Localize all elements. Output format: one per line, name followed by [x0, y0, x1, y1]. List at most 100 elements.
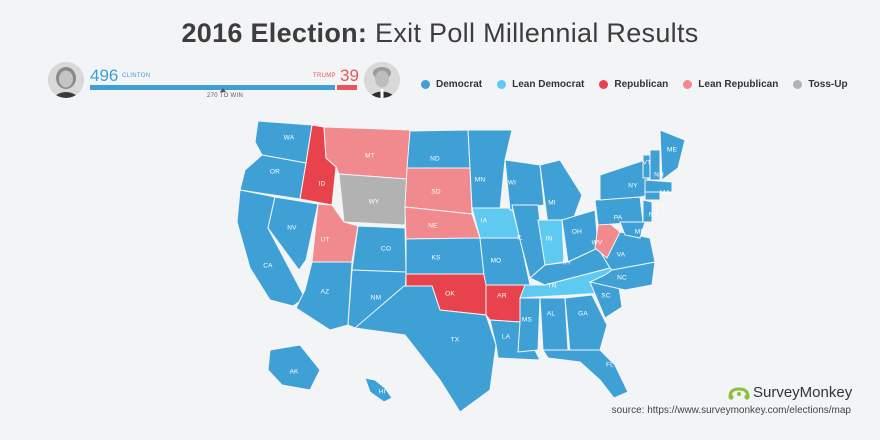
- state-label-mi: MI: [548, 200, 556, 207]
- state-ar[interactable]: [485, 284, 526, 323]
- state-label-mn: MN: [475, 177, 486, 184]
- state-ct[interactable]: [644, 191, 661, 201]
- state-label-nj: NJ: [649, 212, 657, 219]
- legend-item-lean-democrat: Lean Democrat: [497, 79, 584, 90]
- state-label-md: MD: [635, 229, 646, 236]
- trump-bar: [337, 85, 357, 90]
- state-label-wi: WI: [508, 180, 516, 187]
- state-md[interactable]: [619, 221, 646, 239]
- state-label-ms: MS: [522, 317, 533, 324]
- state-label-wy: WY: [369, 199, 380, 206]
- state-label-ny: NY: [628, 183, 638, 190]
- legend-label: Lean Democrat: [512, 79, 585, 90]
- state-mn[interactable]: [467, 129, 513, 211]
- state-label-az: AZ: [321, 289, 330, 296]
- clinton-votes: 496: [90, 66, 119, 85]
- state-label-ak: AK: [289, 369, 299, 376]
- state-nv[interactable]: [267, 196, 319, 271]
- source-text: source: https://www.surveymonkey.com/ele…: [611, 405, 851, 416]
- page-title: 2016 Election: Exit Poll Millennial Resu…: [0, 18, 880, 49]
- state-label-ct: CT: [655, 203, 664, 210]
- legend-label: Lean Republican: [698, 79, 779, 90]
- state-wy[interactable]: [338, 173, 408, 226]
- state-nh[interactable]: [649, 149, 661, 181]
- state-label-wa: WA: [284, 135, 295, 142]
- state-label-mo: MO: [491, 258, 502, 265]
- trump-votes: 39: [340, 66, 359, 85]
- lean-republican-dot-icon: [683, 80, 693, 89]
- legend-label: Democrat: [436, 79, 483, 90]
- state-ms[interactable]: [517, 297, 541, 353]
- title-rest: Exit Poll Millennial Results: [375, 18, 699, 48]
- state-label-nm: NM: [371, 295, 382, 302]
- legend-label: Republican: [614, 79, 669, 90]
- state-label-ok: OK: [445, 291, 455, 298]
- legend-label: Toss-Up: [808, 79, 848, 90]
- state-al[interactable]: [539, 297, 569, 351]
- state-tx[interactable]: [353, 285, 497, 413]
- legend-item-republican: Republican: [599, 79, 668, 90]
- trump-avatar: [364, 62, 400, 98]
- state-label-la: LA: [502, 334, 511, 341]
- state-label-ky: KY: [562, 260, 572, 267]
- state-label-sd: SD: [431, 189, 441, 196]
- state-label-sc: SC: [601, 293, 611, 300]
- state-label-nh: NH: [654, 172, 664, 179]
- state-label-hi: HI: [379, 389, 386, 396]
- state-label-or: OR: [270, 169, 280, 176]
- state-label-ia: IA: [481, 218, 488, 225]
- legend: Democrat Lean Democrat Republican Lean R…: [421, 79, 863, 90]
- state-label-oh: OH: [572, 229, 582, 236]
- state-az[interactable]: [295, 261, 353, 331]
- clinton-label: CLINTON: [122, 73, 151, 79]
- state-co[interactable]: [351, 225, 407, 273]
- state-label-ma: MA: [660, 190, 671, 197]
- republican-dot-icon: [599, 80, 609, 89]
- win-marker: [220, 88, 226, 92]
- state-fl[interactable]: [542, 349, 629, 399]
- trump-label: TRUMP: [313, 73, 336, 79]
- state-label-ks: KS: [431, 255, 441, 262]
- state-label-ne: NE: [428, 223, 438, 230]
- state-ak[interactable]: [267, 344, 321, 391]
- brand-name: SurveyMonkey: [753, 384, 853, 401]
- clinton-avatar: [48, 62, 84, 98]
- state-label-mt: MT: [365, 153, 375, 160]
- legend-item-toss-up: Toss-Up: [793, 79, 848, 90]
- state-label-nv: NV: [287, 225, 297, 232]
- title-bold: 2016 Election:: [181, 18, 368, 48]
- state-label-ut: UT: [320, 237, 329, 244]
- state-label-id: ID: [319, 181, 326, 188]
- state-label-nd: ND: [430, 156, 440, 163]
- state-nj[interactable]: [642, 199, 653, 223]
- legend-item-lean-republican: Lean Republican: [683, 79, 778, 90]
- state-label-vt: VT: [643, 160, 652, 167]
- clinton-bar: [90, 85, 335, 90]
- legend-item-democrat: Democrat: [421, 79, 482, 90]
- state-label-va: VA: [617, 252, 626, 259]
- state-hi[interactable]: [364, 377, 393, 403]
- state-mi[interactable]: [539, 159, 583, 229]
- toss-up-dot-icon: [793, 80, 803, 89]
- state-wi[interactable]: [504, 159, 545, 211]
- state-label-fl: FL: [606, 362, 614, 369]
- state-label-wv: WV: [592, 240, 603, 247]
- state-label-al: AL: [547, 311, 556, 318]
- state-ia[interactable]: [471, 207, 521, 239]
- state-ga[interactable]: [564, 294, 608, 353]
- state-label-ar: AR: [497, 293, 507, 300]
- state-label-tn: TN: [547, 283, 556, 290]
- surveymonkey-logo: SurveyMonkey: [728, 384, 852, 401]
- state-label-co: CO: [381, 246, 391, 253]
- state-label-nc: NC: [617, 275, 627, 282]
- lean-democrat-dot-icon: [497, 80, 507, 89]
- state-me[interactable]: [659, 129, 686, 181]
- state-in[interactable]: [537, 219, 565, 266]
- state-label-tx: TX: [451, 337, 460, 344]
- state-label-ga: GA: [578, 311, 588, 318]
- state-ks[interactable]: [405, 237, 485, 276]
- state-label-ca: CA: [263, 263, 273, 270]
- state-ma[interactable]: [644, 179, 673, 193]
- state-or[interactable]: [239, 154, 307, 200]
